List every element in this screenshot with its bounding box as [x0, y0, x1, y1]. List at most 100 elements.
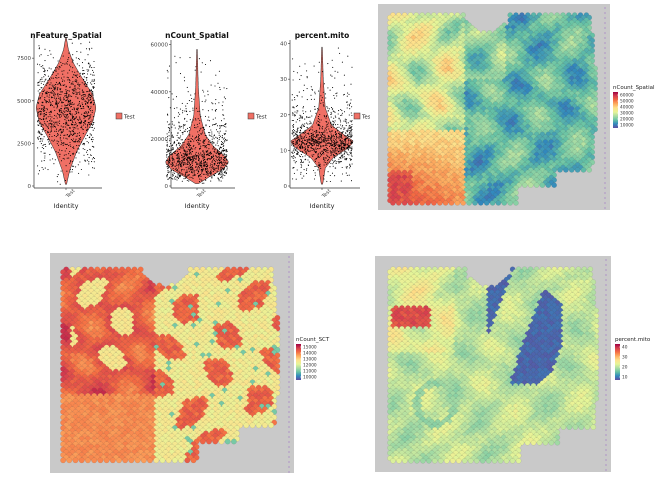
- jitter-point: [311, 132, 313, 135]
- jitter-point: [194, 69, 196, 71]
- jitter-point: [220, 147, 223, 149]
- jitter-point: [184, 150, 186, 152]
- jitter-point: [168, 177, 170, 179]
- jitter-point: [87, 90, 89, 93]
- jitter-point: [193, 157, 195, 159]
- jitter-point: [224, 140, 226, 142]
- jitter-point: [216, 125, 219, 127]
- jitter-point: [351, 132, 353, 134]
- jitter-point: [221, 172, 223, 174]
- jitter-point: [324, 149, 326, 151]
- jitter-point: [348, 138, 350, 140]
- jitter-point: [334, 140, 336, 143]
- jitter-point: [301, 165, 303, 167]
- jitter-point: [203, 141, 205, 143]
- jitter-point: [300, 173, 302, 175]
- jitter-point: [350, 128, 352, 130]
- jitter-point: [327, 158, 329, 160]
- jitter-point: [334, 152, 336, 154]
- jitter-point: [67, 103, 69, 105]
- jitter-point: [336, 154, 339, 156]
- jitter-point: [44, 152, 46, 154]
- jitter-point: [40, 66, 42, 68]
- jitter-point: [327, 135, 329, 137]
- jitter-point: [86, 149, 88, 152]
- jitter-point: [323, 153, 325, 155]
- jitter-point: [172, 148, 174, 150]
- jitter-point: [292, 157, 294, 159]
- jitter-point: [37, 108, 39, 110]
- jitter-point: [340, 149, 342, 151]
- jitter-point: [41, 93, 44, 95]
- jitter-point: [169, 156, 171, 158]
- jitter-point: [37, 137, 39, 139]
- jitter-point: [212, 136, 214, 138]
- jitter-point: [200, 175, 202, 177]
- jitter-point: [345, 159, 347, 161]
- jitter-point: [350, 159, 352, 161]
- jitter-point: [48, 136, 50, 138]
- jitter-point: [53, 86, 55, 88]
- jitter-point: [85, 120, 87, 122]
- jitter-point: [87, 95, 89, 97]
- jitter-point: [223, 164, 225, 166]
- jitter-point: [65, 117, 67, 119]
- jitter-point: [199, 165, 201, 167]
- jitter-point: [302, 110, 304, 112]
- jitter-point: [71, 160, 73, 163]
- jitter-point: [77, 119, 79, 121]
- jitter-point: [351, 163, 353, 165]
- jitter-point: [214, 162, 216, 164]
- jitter-point: [195, 174, 197, 176]
- jitter-point: [57, 121, 59, 123]
- jitter-point: [42, 67, 44, 69]
- jitter-point: [179, 174, 182, 176]
- jitter-point: [185, 166, 187, 168]
- jitter-point: [201, 165, 203, 167]
- jitter-point: [210, 129, 212, 131]
- jitter-point: [179, 108, 181, 110]
- jitter-point: [91, 123, 93, 125]
- jitter-point: [224, 150, 226, 152]
- jitter-point: [223, 87, 225, 89]
- jitter-point: [195, 140, 198, 142]
- jitter-point: [93, 157, 96, 160]
- jitter-point: [50, 96, 53, 98]
- jitter-point: [206, 173, 208, 176]
- jitter-point: [60, 84, 62, 87]
- jitter-point: [185, 176, 187, 178]
- jitter-point: [300, 171, 302, 173]
- jitter-point: [60, 108, 63, 110]
- jitter-point: [332, 139, 334, 141]
- jitter-point: [76, 151, 78, 154]
- jitter-point: [207, 90, 209, 92]
- jitter-point: [326, 151, 328, 153]
- y-tick-label: 10: [280, 148, 287, 154]
- x-axis-label: Identity: [310, 202, 335, 210]
- jitter-point: [55, 151, 57, 153]
- jitter-point: [166, 174, 169, 176]
- jitter-point: [43, 160, 45, 162]
- jitter-point: [337, 129, 339, 131]
- jitter-point: [58, 101, 60, 103]
- jitter-point: [224, 155, 226, 157]
- jitter-point: [334, 97, 336, 99]
- fiducial-dot: [604, 67, 606, 69]
- jitter-point: [185, 108, 187, 110]
- jitter-point: [93, 80, 95, 83]
- jitter-point: [348, 135, 350, 137]
- jitter-point: [309, 130, 311, 132]
- jitter-point: [221, 135, 223, 137]
- fiducial-dot: [604, 97, 606, 99]
- jitter-point: [55, 70, 57, 72]
- jitter-point: [226, 150, 228, 153]
- jitter-point: [351, 136, 353, 138]
- jitter-point: [56, 140, 58, 142]
- jitter-point: [76, 125, 79, 127]
- jitter-point: [167, 135, 169, 137]
- jitter-point: [73, 152, 75, 154]
- jitter-point: [204, 153, 206, 155]
- jitter-point: [79, 161, 81, 163]
- jitter-point: [222, 143, 224, 145]
- jitter-point: [217, 152, 219, 154]
